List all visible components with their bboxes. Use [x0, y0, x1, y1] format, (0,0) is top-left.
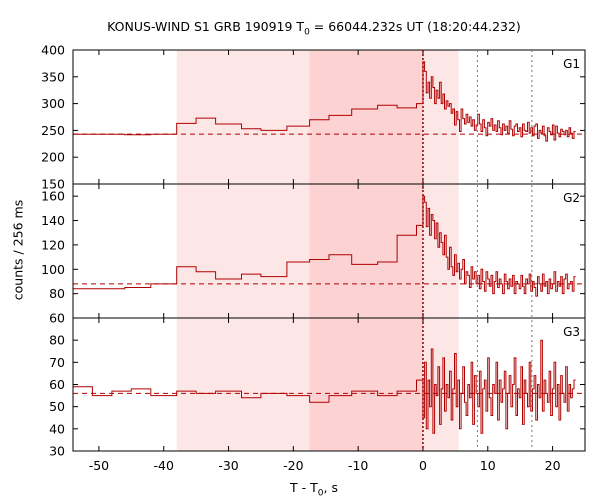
y-tick-label: 100: [41, 262, 65, 277]
y-tick-label: 350: [41, 69, 65, 84]
y-tick-label: 70: [49, 355, 65, 370]
y-tick-label: 60: [49, 377, 65, 392]
x-tick-label: -10: [348, 458, 368, 473]
panel-label-G2: G2: [563, 191, 580, 205]
y-tick-label: 400: [41, 43, 65, 58]
y-tick-label: 30: [49, 444, 65, 459]
lightcurve-G3: [73, 339, 576, 434]
panel-label-G1: G1: [563, 57, 580, 71]
y-tick-label: 140: [41, 213, 65, 228]
y-tick-label: 80: [49, 333, 65, 348]
y-tick-label: 300: [41, 96, 65, 111]
x-tick-label: -30: [218, 458, 238, 473]
y-tick-label: 80: [49, 286, 65, 301]
x-tick-label: -50: [89, 458, 109, 473]
x-tick-label: 20: [545, 458, 561, 473]
shaded-region-0: [176, 50, 310, 451]
shaded-region-2: [422, 50, 459, 451]
lightcurve-G1: [73, 61, 576, 142]
x-tick-label: 10: [480, 458, 496, 473]
y-tick-label: 50: [49, 399, 65, 414]
lightcurve-G2: [73, 195, 576, 297]
y-tick-label: 120: [41, 237, 65, 252]
y-tick-label: 250: [41, 123, 65, 138]
chart-title: KONUS-WIND S1 GRB 190919 T0 = 66044.232s…: [107, 19, 521, 38]
x-tick-label: -40: [154, 458, 174, 473]
x-tick-label: -20: [283, 458, 303, 473]
x-axis-label: T - T0, s: [290, 480, 338, 499]
shaded-region-1: [309, 50, 423, 451]
y-tick-label: 200: [41, 150, 65, 165]
panel-label-G3: G3: [563, 325, 580, 339]
y-tick-label: 40: [49, 421, 65, 436]
y-tick-label: 150: [41, 177, 65, 192]
y-tick-label: 60: [49, 311, 65, 326]
x-tick-label: 0: [419, 458, 427, 473]
y-tick-label: 160: [41, 189, 65, 204]
